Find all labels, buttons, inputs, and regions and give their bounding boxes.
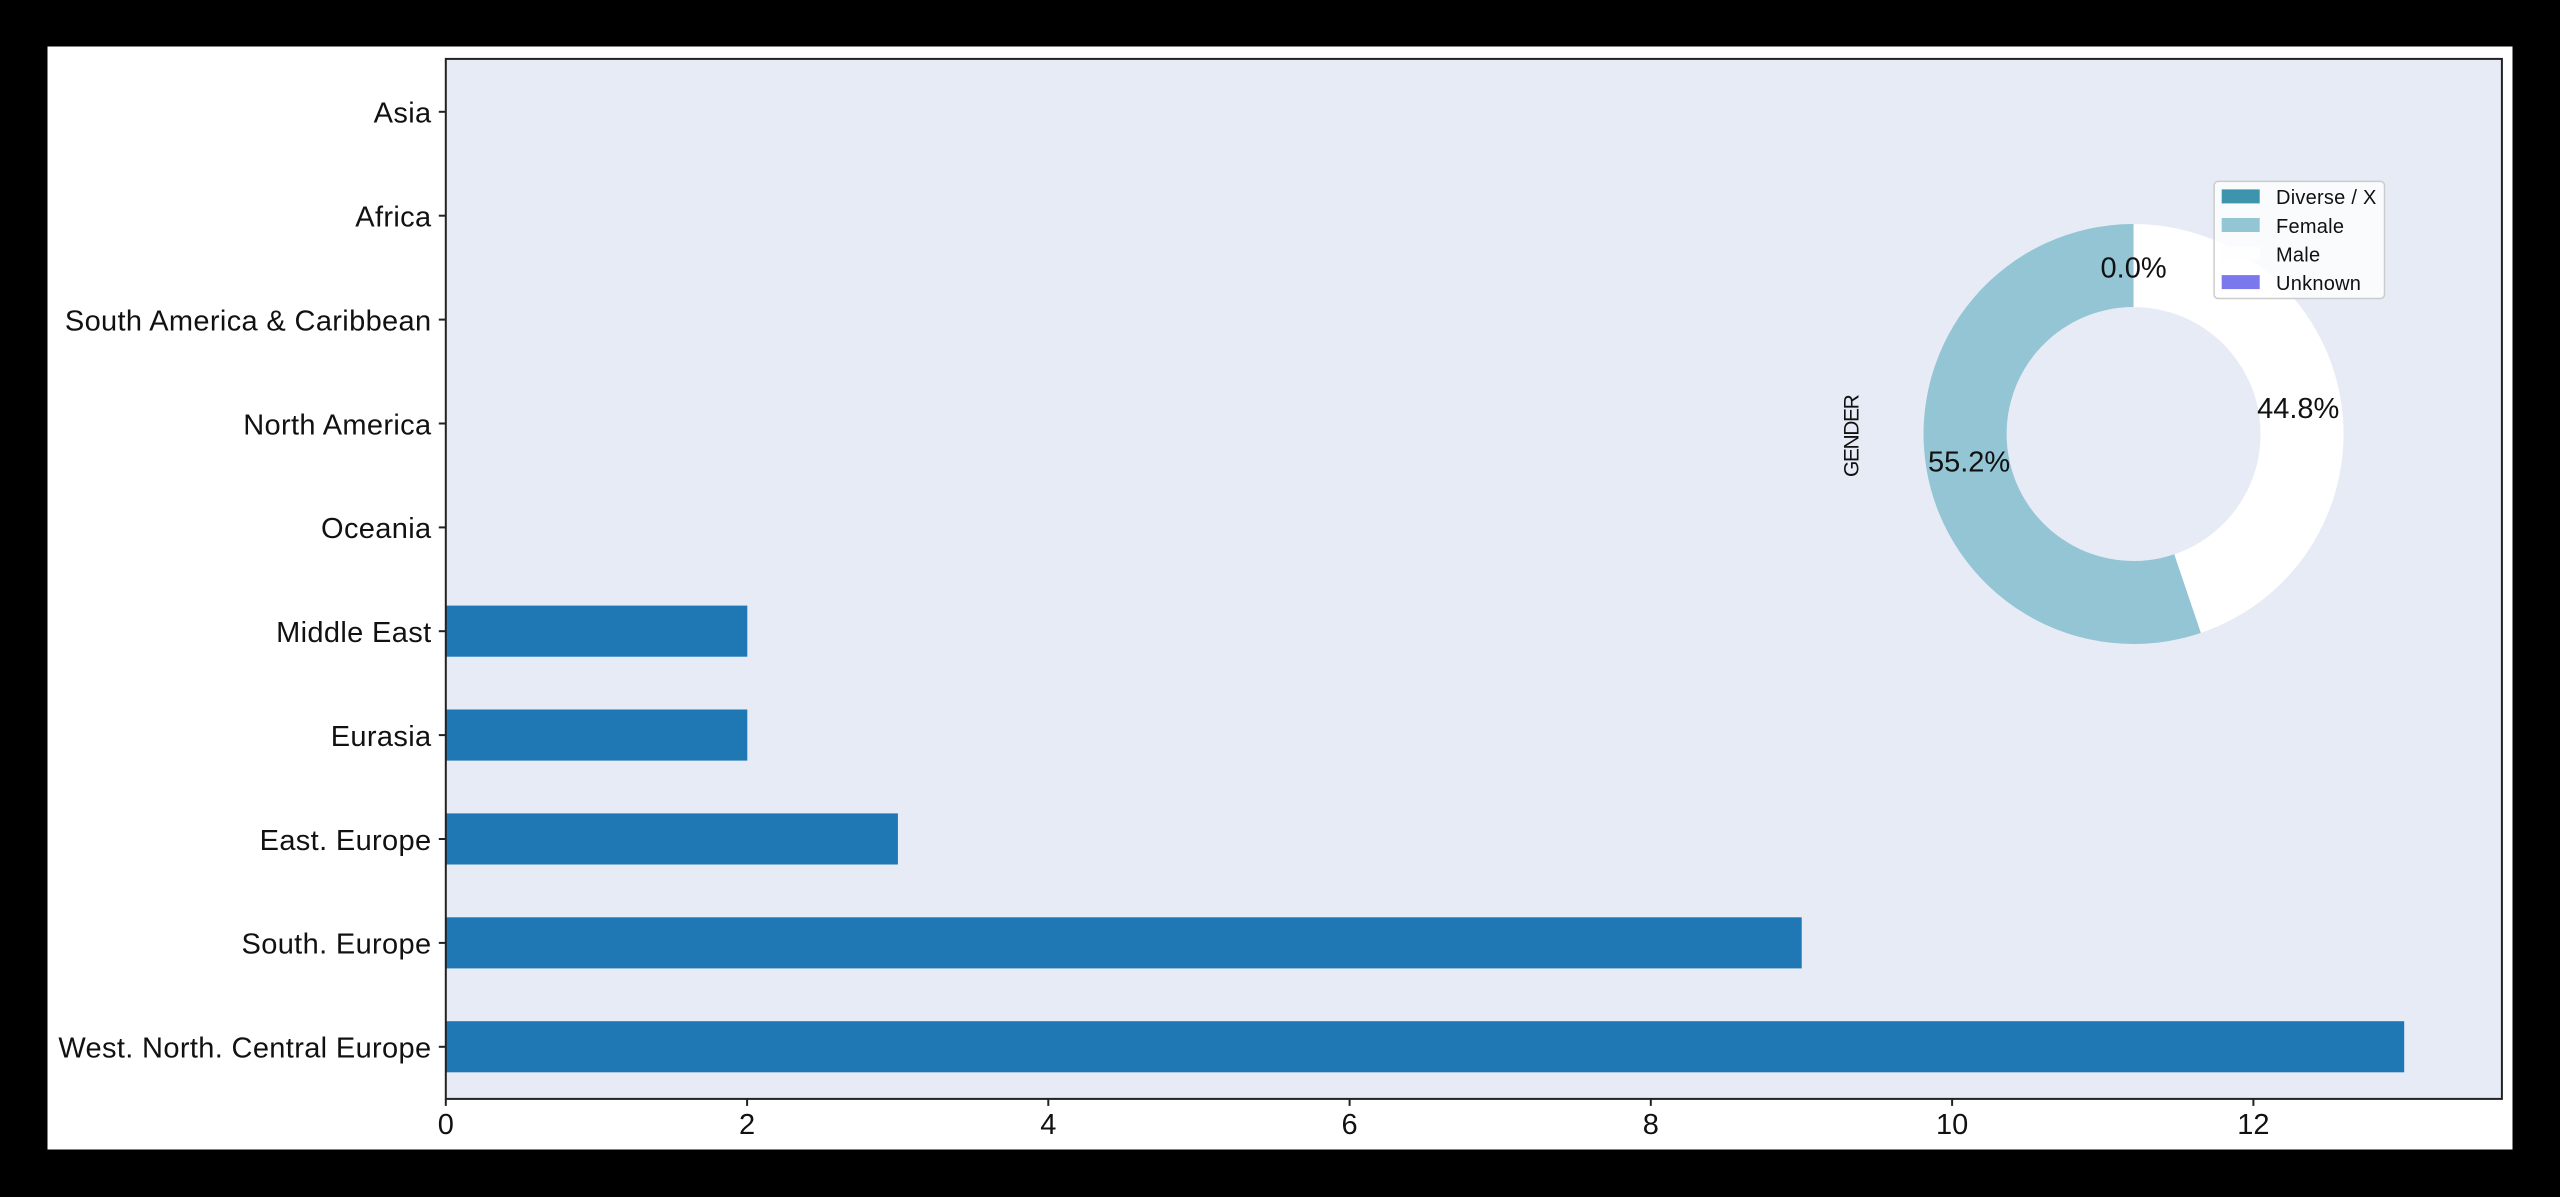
svg-text:12: 12: [2237, 1109, 2269, 1141]
svg-text:Africa: Africa: [355, 202, 432, 234]
svg-text:GENDER: GENDER: [1841, 394, 1864, 477]
svg-text:6: 6: [1342, 1109, 1358, 1141]
svg-text:Female: Female: [2276, 216, 2344, 238]
svg-text:2: 2: [739, 1109, 755, 1141]
svg-text:West. North. Central Europe: West. North. Central Europe: [58, 1033, 431, 1065]
svg-text:East. Europe: East. Europe: [260, 825, 432, 857]
svg-text:Eurasia: Eurasia: [331, 721, 432, 753]
svg-text:Male: Male: [2276, 244, 2320, 266]
svg-text:8: 8: [1643, 1109, 1659, 1141]
svg-text:4: 4: [1040, 1109, 1056, 1141]
svg-text:Diverse / X: Diverse / X: [2276, 187, 2377, 209]
svg-text:0: 0: [438, 1109, 454, 1141]
svg-text:Asia: Asia: [374, 98, 432, 130]
svg-text:North America: North America: [243, 409, 432, 441]
svg-text:South America & Caribbean: South America & Caribbean: [65, 305, 432, 337]
svg-text:0.0%: 0.0%: [2101, 253, 2167, 285]
svg-text:Unknown: Unknown: [2276, 273, 2361, 295]
svg-text:Middle East: Middle East: [276, 617, 431, 649]
svg-text:44.8%: 44.8%: [2257, 393, 2339, 425]
svg-text:55.2%: 55.2%: [1928, 447, 2010, 479]
svg-text:South. Europe: South. Europe: [242, 929, 432, 961]
svg-text:Oceania: Oceania: [321, 513, 432, 545]
svg-text:10: 10: [1936, 1109, 1968, 1141]
